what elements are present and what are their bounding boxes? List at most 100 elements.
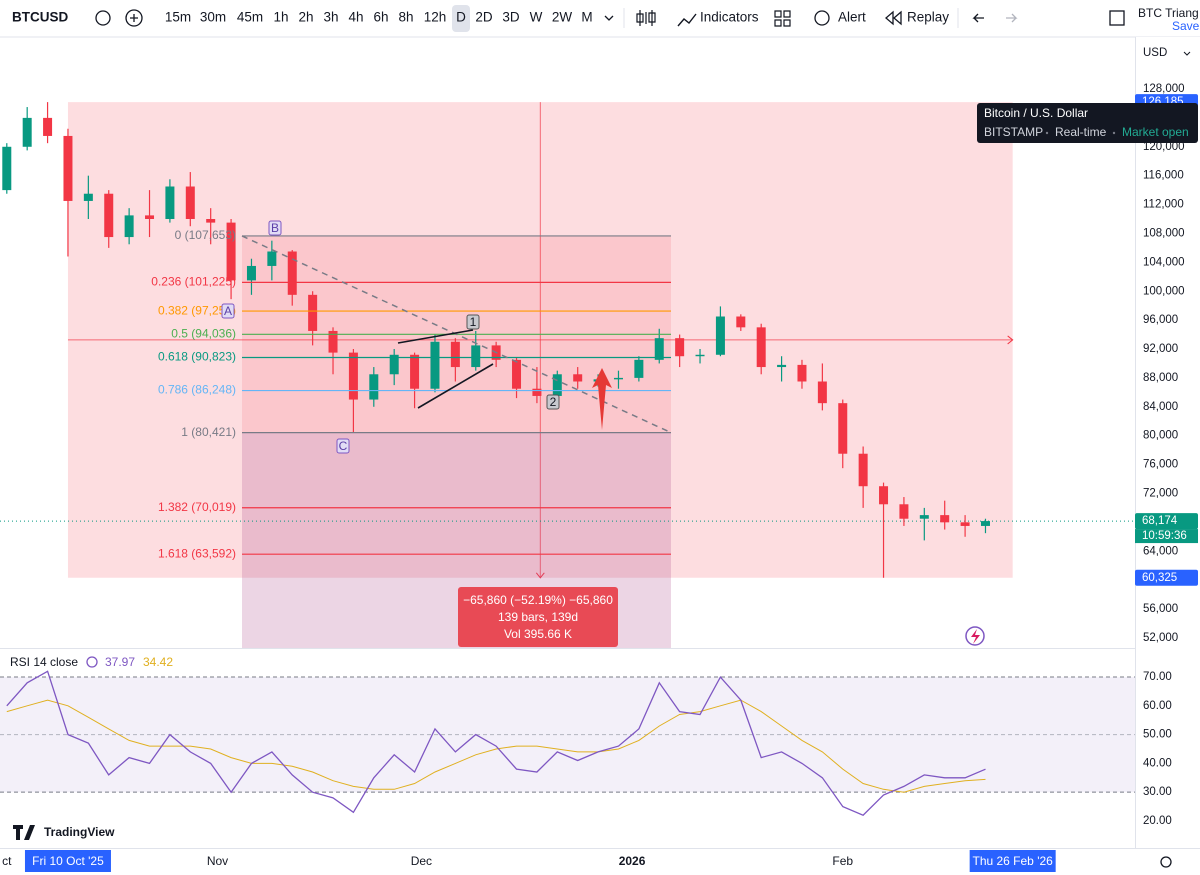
interval-button[interactable]: 12h <box>424 10 447 25</box>
layout-icon[interactable] <box>1109 10 1125 26</box>
templates-icon[interactable] <box>774 10 791 27</box>
currency[interactable]: USD <box>1143 47 1167 59</box>
measure-text: −65,860 (−52.19%) −65,860 <box>463 593 613 607</box>
interval-button[interactable]: 30m <box>200 10 226 25</box>
fib-label: 1.382 (70,019) <box>158 500 236 514</box>
candle-body <box>879 486 889 505</box>
time-highlight <box>24 850 111 872</box>
logo-icon <box>13 825 35 840</box>
currency-dropdown[interactable] <box>1183 51 1191 56</box>
time-highlight-label: Fri 10 Oct '25 <box>32 854 104 868</box>
dot <box>1045 131 1049 135</box>
interval-button[interactable]: D <box>456 10 466 25</box>
symbol-icon[interactable] <box>95 10 111 26</box>
price-pane: 0 (107,653) 0.236 (101,225) 0.382 (97,250)… <box>0 102 1135 648</box>
candle-body <box>430 341 440 389</box>
measure-text: 139 bars, 139d <box>498 610 578 624</box>
candle-body <box>308 294 318 331</box>
interval-button[interactable]: 15m <box>165 10 191 25</box>
fib-label: 0.236 (101,225) <box>151 275 236 289</box>
interval-button[interactable]: 3h <box>323 10 338 25</box>
interval-dropdown[interactable] <box>604 15 614 21</box>
drawing-label: 2 <box>550 395 557 409</box>
tooltip-feed: Real-time <box>1055 125 1107 139</box>
measure-text: Vol 395.66 K <box>504 627 572 641</box>
candle-body <box>145 215 155 219</box>
candle-body <box>899 504 909 519</box>
candle-body <box>960 522 970 526</box>
interval-button[interactable]: 8h <box>398 10 413 25</box>
undo-button[interactable] <box>972 13 984 23</box>
countdown-bg <box>1135 529 1198 544</box>
y-tick-label: 120,000 <box>1143 141 1185 153</box>
interval-button[interactable]: W <box>530 10 543 25</box>
drawing-label-box <box>221 303 235 319</box>
replay-icon[interactable] <box>885 10 902 26</box>
save-button[interactable]: Save <box>1172 19 1200 33</box>
interval-button[interactable]: 2W <box>552 10 573 25</box>
triangle-upper <box>397 329 474 344</box>
drawing-label-box <box>336 438 350 454</box>
y-tick-label: 92,000 <box>1143 343 1178 355</box>
redo-button[interactable] <box>1006 13 1018 23</box>
interval-button[interactable]: 6h <box>373 10 388 25</box>
candle-body <box>756 327 766 368</box>
candle-body <box>532 388 542 396</box>
interval-button[interactable]: 2h <box>298 10 313 25</box>
candle-body <box>410 354 420 389</box>
candle-body <box>226 222 236 281</box>
range-arrow <box>1007 335 1014 345</box>
alert-button[interactable]: Alert <box>838 10 866 25</box>
interval-button[interactable]: 45m <box>237 10 263 25</box>
y-tick-label: 128,000 <box>1143 83 1185 95</box>
candle-body <box>348 352 358 400</box>
candle-body <box>185 186 195 219</box>
candle-body <box>654 338 664 360</box>
fib-label: 0.786 (86,248) <box>158 383 236 397</box>
symbol[interactable]: BTCUSD <box>12 10 68 25</box>
settings-button[interactable] <box>1160 856 1172 868</box>
fib-label: 0.618 (90,823) <box>158 350 236 364</box>
add-button[interactable] <box>125 9 143 27</box>
rsi-ma-line <box>6 699 986 793</box>
y-tick-label: 96,000 <box>1143 314 1178 326</box>
overlays: TradingView Bitcoin / U.S. Dollar BITSTAM… <box>13 103 1198 840</box>
interval-button[interactable]: 4h <box>348 10 363 25</box>
time-axis: ct Nov Dec 2026 Feb Fri 10 Oct '25 Thu 26 Feb … <box>0 848 1200 875</box>
measure-box <box>458 587 618 647</box>
price-axis-bg <box>1135 37 1200 848</box>
drawing-label: B <box>271 221 279 235</box>
replay-button[interactable]: Replay <box>907 10 949 25</box>
candle-body <box>369 374 379 400</box>
arrow-up <box>592 368 612 430</box>
fib-label: 0.382 (97,250) <box>158 303 236 317</box>
x-tick-label: Nov <box>207 854 228 868</box>
candle-body <box>512 359 522 389</box>
candle-body <box>715 316 725 355</box>
fib-label: 1.618 (63,592) <box>158 546 236 560</box>
time-highlight <box>969 850 1056 872</box>
interval-button[interactable]: M <box>581 10 592 25</box>
price-tag <box>1135 569 1198 586</box>
layout-name[interactable]: BTC Triang <box>1138 6 1199 20</box>
candle-body <box>777 364 787 368</box>
chart-type-icon[interactable] <box>636 10 656 26</box>
indicators-button[interactable]: Indicators <box>700 10 759 25</box>
tooltip-exchange: BITSTAMP <box>984 125 1043 139</box>
interval-button[interactable]: 3D <box>502 10 520 25</box>
y-tick-label: 100,000 <box>1143 285 1185 297</box>
candle-body <box>43 117 53 136</box>
time-highlight-label: Thu 26 Feb '26 <box>972 854 1053 868</box>
toolbar-bg <box>0 0 1200 37</box>
alert-icon[interactable] <box>814 10 830 26</box>
candle-body <box>63 135 73 201</box>
candle-body <box>2 146 12 191</box>
indicators-icon[interactable] <box>677 13 697 27</box>
candle-body <box>165 186 175 219</box>
x-tick-label: Feb <box>832 854 853 868</box>
interval-button[interactable]: 2D <box>475 10 493 25</box>
y-tick-label: 64,000 <box>1143 545 1178 557</box>
y-tick-label: 52,000 <box>1143 632 1178 644</box>
interval-button[interactable]: 1h <box>273 10 288 25</box>
x-tick-label: 2026 <box>619 854 646 868</box>
